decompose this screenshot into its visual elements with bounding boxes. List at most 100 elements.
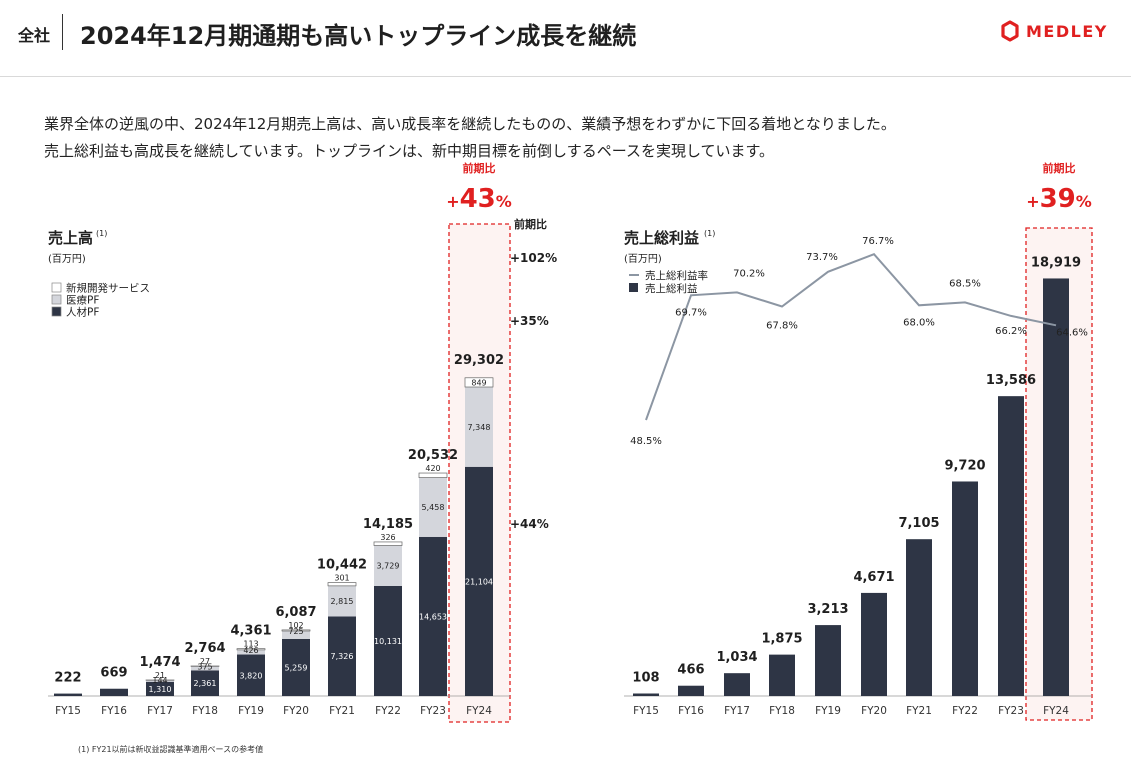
revenue-segment-label: 5,458 <box>422 503 445 512</box>
revenue-segment-label: 113 <box>243 640 258 649</box>
medley-logo-icon <box>1001 20 1019 42</box>
revenue-segment-label: 301 <box>334 574 349 583</box>
revenue-yoy-caption: 前期比 <box>463 161 496 175</box>
revenue-bar-segment <box>328 585 356 617</box>
gross-profit-legend-swatch <box>629 283 638 292</box>
gross-profit-bar <box>906 539 932 696</box>
revenue-x-tick-label: FY19 <box>238 705 264 717</box>
revenue-bar-segment <box>281 629 311 632</box>
medley-logo: MEDLEY <box>1000 19 1108 43</box>
gross-profit-bar <box>952 481 978 696</box>
gross-profit-x-tick-label: FY21 <box>906 705 932 717</box>
revenue-bar-segment <box>282 638 310 696</box>
revenue-bar-segment <box>191 670 219 696</box>
revenue-total-label: 10,442 <box>317 558 367 573</box>
revenue-segment-label: 1,310 <box>149 685 172 694</box>
revenue-segment-label: 3,729 <box>377 562 400 571</box>
revenue-x-tick-label: FY20 <box>283 705 309 717</box>
revenue-legend-label: 医療PF <box>66 294 99 307</box>
revenue-bar-segment <box>374 585 402 696</box>
revenue-segment-label: 21 <box>155 671 165 680</box>
revenue-bar-segment <box>373 541 403 546</box>
revenue-bar-segment <box>374 545 402 586</box>
revenue-total-label: 669 <box>100 666 127 681</box>
revenue-total-label: 20,532 <box>408 448 458 463</box>
revenue-total-label: 4,361 <box>230 624 271 639</box>
revenue-total-label: 222 <box>54 671 81 686</box>
revenue-x-tick-label: FY17 <box>147 705 173 717</box>
gross-profit-bar <box>769 654 795 696</box>
revenue-segment-label: 2,815 <box>331 597 354 606</box>
revenue-x-tick-label: FY22 <box>375 705 401 717</box>
revenue-segment-label: 14,653 <box>419 612 447 621</box>
gross-margin-label: 68.5% <box>949 278 981 289</box>
gross-profit-legend-label: 売上総利益 <box>645 282 698 295</box>
revenue-segment-label: 10,131 <box>374 637 402 646</box>
gross-profit-value-label: 18,919 <box>1031 255 1081 270</box>
revenue-segment-label: 7,326 <box>331 652 354 661</box>
revenue-bar-segment <box>191 666 219 671</box>
revenue-segment-label: 7,348 <box>468 423 491 432</box>
revenue-bar-segment <box>146 681 174 696</box>
revenue-title-superscript: (1) <box>96 229 107 238</box>
gross-profit-value-label: 7,105 <box>898 516 939 531</box>
gross-margin-label: 68.0% <box>903 317 935 328</box>
gross-margin-label: 48.5% <box>630 436 662 447</box>
revenue-segment-label: 2,361 <box>194 679 217 688</box>
gross-profit-x-tick-label: FY23 <box>998 705 1024 717</box>
revenue-segment-label: 102 <box>288 621 303 630</box>
gross-profit-value-label: 3,213 <box>807 602 848 617</box>
gross-margin-label: 76.7% <box>862 236 894 247</box>
gross-profit-bar <box>724 673 750 696</box>
footnote: (1) FY21以前は新収益認識基準適用ベースの参考値 <box>78 745 264 754</box>
gross-profit-value-label: 108 <box>632 671 659 686</box>
revenue-bar-segment <box>146 680 174 682</box>
revenue-segment-label: 420 <box>425 464 440 473</box>
gross-margin-label: 69.7% <box>675 307 707 318</box>
gross-profit-bar <box>998 396 1024 696</box>
gross-margin-label: 67.8% <box>766 321 798 332</box>
revenue-segment-label: 144 <box>152 676 167 685</box>
gross-margin-label: 66.2% <box>995 326 1027 337</box>
revenue-chart-title: 売上高 <box>48 229 93 247</box>
revenue-total-label: 29,302 <box>454 353 504 368</box>
gross-profit-title-superscript: (1) <box>704 229 715 238</box>
lead-text-line-1: 業界全体の逆風の中、2024年12月期売上高は、高い成長率を継続したものの、業績… <box>44 115 896 133</box>
revenue-bar-segment <box>237 649 265 655</box>
gross-profit-x-tick-label: FY24 <box>1043 705 1069 717</box>
revenue-legend-swatch <box>51 294 62 305</box>
revenue-segment-label: 5,259 <box>285 663 308 672</box>
gross-profit-bar <box>678 685 704 696</box>
revenue-growth-medical-pf: +35% <box>510 314 549 328</box>
gross-profit-value-label: 9,720 <box>944 458 985 473</box>
revenue-x-tick-label: FY23 <box>420 705 446 717</box>
gross-profit-value-label: 1,034 <box>716 650 757 665</box>
revenue-segment-label: 849 <box>471 378 486 387</box>
gross-profit-bar <box>861 592 887 696</box>
gross-profit-bar <box>1043 278 1069 696</box>
gross-profit-yoy-caption: 前期比 <box>1043 161 1076 175</box>
revenue-legend-label: 新規開発サービス <box>66 282 150 295</box>
revenue-x-tick-label: FY18 <box>192 705 218 717</box>
revenue-bar-segment <box>328 616 356 696</box>
gross-margin-line <box>645 253 1057 421</box>
revenue-segment-label: 725 <box>288 627 303 636</box>
revenue-segment-label: 21,104 <box>465 577 493 586</box>
revenue-bar-segment <box>464 377 494 388</box>
gross-profit-x-tick-label: FY22 <box>952 705 978 717</box>
header-divider <box>62 14 63 50</box>
revenue-bar-segment <box>237 654 265 696</box>
gross-margin-legend-label: 売上総利益率 <box>645 269 708 282</box>
revenue-bar-segment <box>282 631 310 639</box>
gross-profit-x-tick-label: FY17 <box>724 705 750 717</box>
section-tag: 全社 <box>18 26 51 45</box>
gross-profit-value-label: 13,586 <box>986 373 1036 388</box>
revenue-total-label: 6,087 <box>275 605 316 620</box>
revenue-segment-label: 326 <box>380 533 395 542</box>
revenue-bar-segment <box>327 582 357 587</box>
header-bar: 全社 2024年12月期通期も高いトップライン成長を継続 MEDLEY <box>0 0 1131 77</box>
gross-profit-x-tick-label: FY15 <box>633 705 659 717</box>
gross-profit-value-label: 466 <box>677 663 704 678</box>
revenue-total-label: 2,764 <box>184 641 225 656</box>
